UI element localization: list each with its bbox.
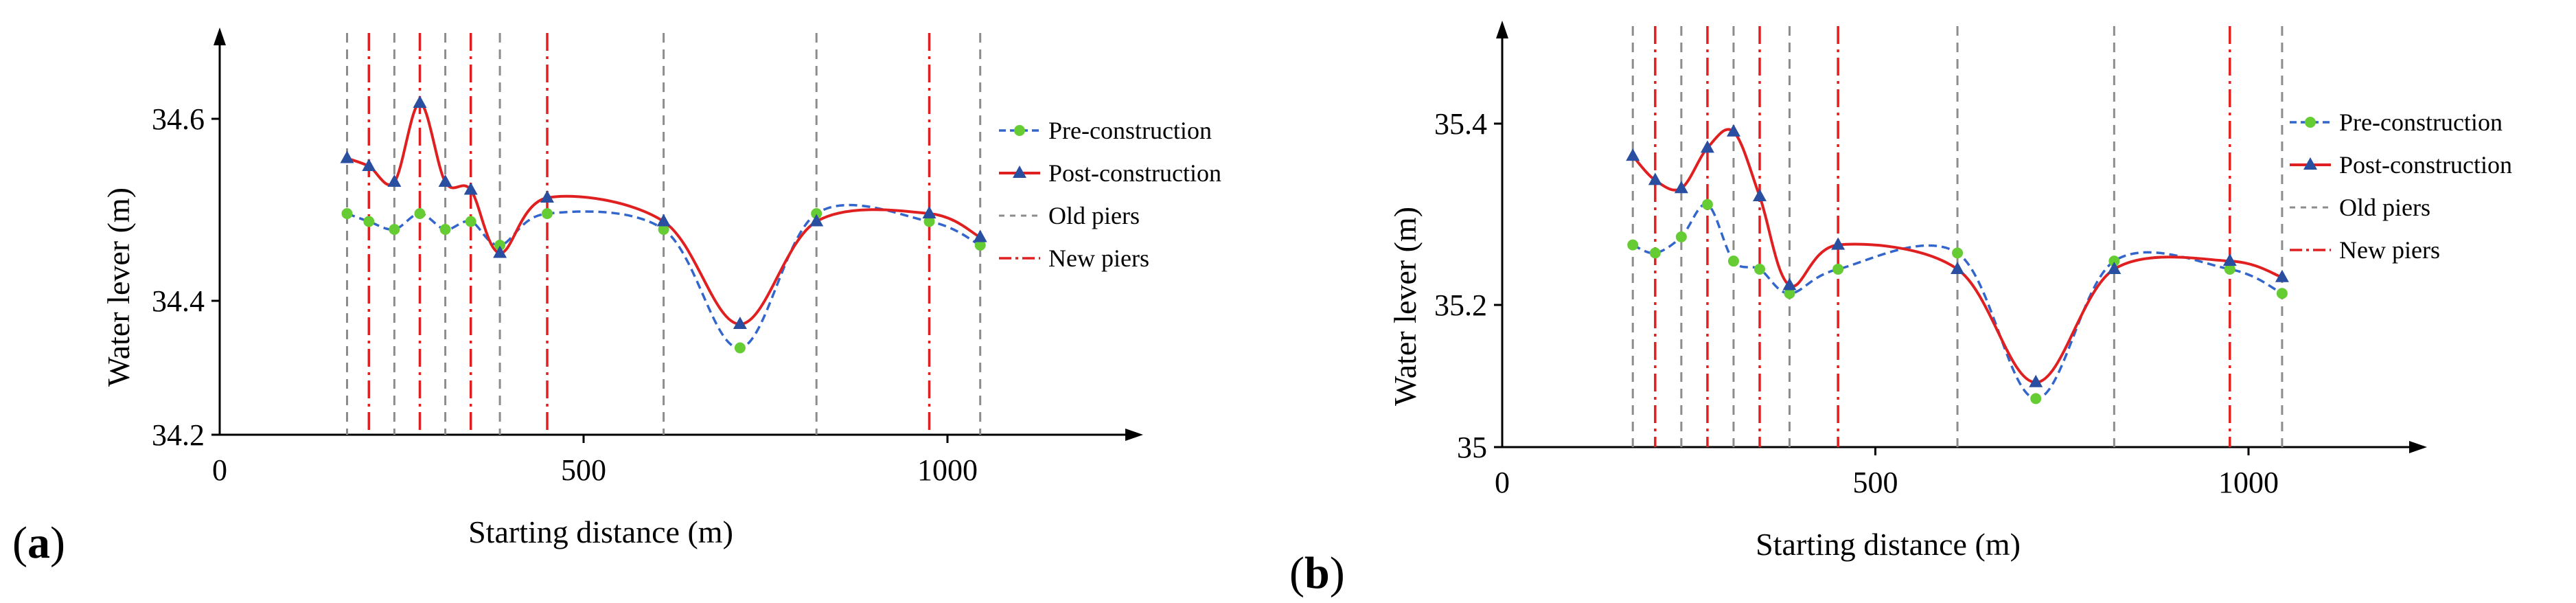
panel-a-post-construction-point: [733, 317, 747, 329]
panel-b-pre-construction-point: [2030, 393, 2042, 405]
panel-a-y-tick-label: 34.2: [152, 418, 205, 452]
panel-a-pre-construction-point: [923, 216, 935, 227]
panel-a-post-construction-point: [387, 174, 402, 187]
panel-b-pre-construction-point: [2108, 255, 2120, 267]
panel-a-legend-label-old: Old piers: [1048, 202, 1140, 229]
panel-a-y-tick-label: 34.6: [152, 102, 205, 136]
panel-b-post-construction-point: [1951, 261, 1965, 274]
panel-a-pre-construction-point: [974, 240, 986, 251]
panel-b-post-construction-point: [1626, 148, 1640, 161]
panel-b-post-construction-point: [1648, 172, 1662, 185]
panel-b-y-tick-label: 35.4: [1434, 107, 1487, 141]
panel-b-x-axis-title: Starting distance (m): [1756, 527, 2021, 562]
panel-b-x-tick-label: 0: [1495, 466, 1510, 499]
panel-b-x-tick-label: 1000: [2218, 466, 2279, 499]
panel-a-post-construction-point: [922, 206, 936, 218]
panel-a-x-axis-title: Starting distance (m): [468, 514, 733, 549]
panel-a-letter: a: [27, 518, 50, 568]
panel-b-pre-construction-point: [1952, 247, 1964, 259]
panel-b-legend-pre-marker: [2305, 117, 2316, 128]
panel-b-legend-label-post: Post-construction: [2339, 151, 2512, 179]
panel-b-legend-label-old: Old piers: [2339, 194, 2430, 221]
panel-b-post-construction-point: [1700, 140, 1714, 153]
panel-a-x-axis-arrow: [1125, 429, 1143, 441]
panel-a-legend-label-post: Post-construction: [1048, 159, 1221, 187]
panel-b-post-construction-point: [1782, 277, 1797, 291]
panel-a-y-tick-label: 34.4: [152, 284, 205, 318]
panel-a-y-axis-arrow: [214, 27, 226, 45]
panel-a-label: (a): [12, 518, 65, 568]
panel-a-pre-construction-line: [346, 203, 981, 350]
panel-b-y-axis-title: Water lever (m): [1388, 207, 1423, 406]
panel-a-x-tick-label: 0: [212, 453, 227, 487]
panel-a-post-construction-point: [493, 245, 507, 258]
panel-b-y-axis-arrow: [1496, 21, 1508, 38]
panel-b-pre-construction-point: [1701, 198, 1713, 210]
panel-a-pre-construction-point: [439, 224, 451, 235]
panel-a-pre-construction-point: [658, 224, 669, 235]
panel-a-post-construction-point: [809, 214, 824, 227]
panel-a-legend-post-marker: [1013, 166, 1026, 178]
panel-b-x-axis-arrow: [2409, 441, 2427, 453]
panel-b-post-construction-point: [1726, 124, 1740, 137]
panel-a-x-tick-label: 500: [561, 453, 606, 487]
panel-a-legend-label-pre: Pre-construction: [1048, 117, 1212, 144]
panel-a-post-construction-point: [362, 159, 376, 171]
panel-b-pre-construction-point: [1727, 255, 1739, 267]
panel-b-pre-construction-point: [1754, 263, 1766, 275]
panel-a-post-construction-point: [340, 150, 354, 163]
panel-b-paren-close: ): [1330, 548, 1345, 598]
panel-a-pre-construction-point: [811, 208, 823, 219]
panel-b-post-construction-point: [1674, 181, 1688, 194]
panel-b-label: (b): [1289, 548, 1345, 598]
panel-a-pre-construction-point: [363, 216, 375, 227]
panel-a-legend-pre-marker: [1014, 125, 1025, 136]
panel-b-post-construction-point: [1753, 188, 1767, 201]
panel-a-pre-construction-point: [341, 208, 353, 219]
panel-b-pre-construction-point: [2224, 263, 2235, 275]
panel-a-x-tick-label: 1000: [917, 453, 978, 487]
panel-a-post-construction-point: [463, 182, 478, 195]
panel-a-pre-construction-point: [414, 208, 426, 219]
panel-a-chart: (a) Starting distance (m) Water lever (m…: [12, 27, 1221, 568]
panel-a-post-construction-point: [656, 214, 671, 227]
panel-b-pre-construction-point: [1649, 247, 1661, 259]
panel-b-y-tick-label: 35.2: [1434, 288, 1487, 322]
panel-b-post-construction-point: [2222, 253, 2237, 266]
panel-a-pre-construction-point: [465, 216, 476, 227]
panel-a-pre-construction-point: [542, 208, 553, 219]
panel-b-pre-construction-point: [1832, 263, 1844, 275]
panel-b-pre-construction-point: [1675, 231, 1687, 242]
panel-b-post-construction-point: [2275, 269, 2289, 282]
panel-b-post-construction-point: [2107, 261, 2121, 274]
panel-b-paren-open: (: [1289, 548, 1304, 598]
panel-b-post-construction-point: [1831, 237, 1845, 250]
panel-a-post-construction-point: [413, 95, 427, 108]
panel-b-pre-construction-point: [2276, 288, 2288, 299]
panel-b-pre-construction-point: [1784, 288, 1795, 299]
panel-a-paren-close: ): [50, 518, 65, 568]
panel-a-paren-open: (: [12, 518, 27, 568]
panel-a-pre-construction-point: [494, 240, 506, 251]
panel-b-pre-construction-line: [1632, 203, 2283, 400]
panel-a-post-construction-point: [973, 229, 987, 242]
panel-b-legend-label-new: New piers: [2339, 236, 2440, 264]
panel-a-legend-label-new: New piers: [1048, 244, 1149, 272]
panel-a-pre-construction-point: [734, 342, 746, 354]
panel-b-y-tick-label: 35: [1457, 431, 1487, 464]
panel-b-letter: b: [1304, 548, 1330, 598]
panel-b-legend: Pre-construction Post-construction Old pie…: [2290, 109, 2512, 264]
panel-b-post-construction-point: [2029, 374, 2043, 387]
panel-b-legend-label-pre: Pre-construction: [2339, 109, 2503, 136]
panel-b-pre-construction-point: [1627, 239, 1639, 251]
panel-a-post-construction-point: [540, 190, 554, 203]
panel-b-x-tick-label: 500: [1853, 466, 1898, 499]
panel-a-pre-construction-point: [389, 224, 400, 235]
panel-b-chart: (b) Starting distance (m) Water lever (m…: [1289, 21, 2512, 598]
panel-a-post-construction-point: [438, 174, 452, 187]
panel-a-y-axis-title: Water lever (m): [101, 187, 136, 387]
panel-a-legend: Pre-construction Post-construction Old pie…: [999, 117, 1221, 272]
panel-b-legend-post-marker: [2303, 157, 2317, 170]
